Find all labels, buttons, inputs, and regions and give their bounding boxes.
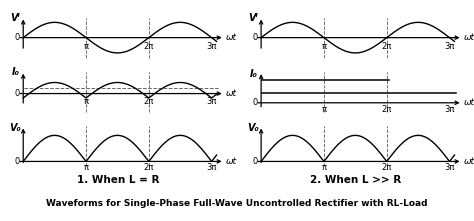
Text: ωt: ωt <box>226 33 237 42</box>
Text: π: π <box>321 105 327 114</box>
Text: ωt: ωt <box>464 33 474 42</box>
Text: 3π: 3π <box>444 105 455 114</box>
Text: 0: 0 <box>15 33 20 42</box>
Text: 2π: 2π <box>382 105 392 114</box>
Text: 2π: 2π <box>382 163 392 172</box>
Text: 0: 0 <box>15 157 20 166</box>
Text: I₀: I₀ <box>250 69 257 78</box>
Text: π: π <box>83 42 89 51</box>
Text: I₀: I₀ <box>12 67 19 77</box>
Text: 2π: 2π <box>382 42 392 51</box>
Text: 0: 0 <box>15 89 20 98</box>
Text: 2. When L >> R: 2. When L >> R <box>310 175 401 185</box>
Text: Waveforms for Single-Phase Full-Wave Uncontrolled Rectifier with RL-Load: Waveforms for Single-Phase Full-Wave Unc… <box>46 199 428 208</box>
Text: π: π <box>83 97 89 106</box>
Text: Vᴵ: Vᴵ <box>11 13 20 23</box>
Text: 0: 0 <box>253 33 258 42</box>
Text: 3π: 3π <box>207 97 217 106</box>
Text: V₀: V₀ <box>247 123 259 133</box>
Text: ωt: ωt <box>464 98 474 107</box>
Text: ωt: ωt <box>226 89 237 98</box>
Text: ωt: ωt <box>226 157 237 166</box>
Text: π: π <box>321 42 327 51</box>
Text: Vᴵ: Vᴵ <box>249 13 258 23</box>
Text: 1. When L = R: 1. When L = R <box>77 175 160 185</box>
Text: 2π: 2π <box>144 163 154 172</box>
Text: 3π: 3π <box>207 42 217 51</box>
Text: 2π: 2π <box>144 97 154 106</box>
Text: 0: 0 <box>253 157 258 166</box>
Text: π: π <box>321 163 327 172</box>
Text: 0: 0 <box>253 98 258 107</box>
Text: 3π: 3π <box>444 163 455 172</box>
Text: 3π: 3π <box>207 163 217 172</box>
Text: V₀: V₀ <box>10 123 21 133</box>
Text: ωt: ωt <box>464 157 474 166</box>
Text: 3π: 3π <box>444 42 455 51</box>
Text: π: π <box>83 163 89 172</box>
Text: 2π: 2π <box>144 42 154 51</box>
